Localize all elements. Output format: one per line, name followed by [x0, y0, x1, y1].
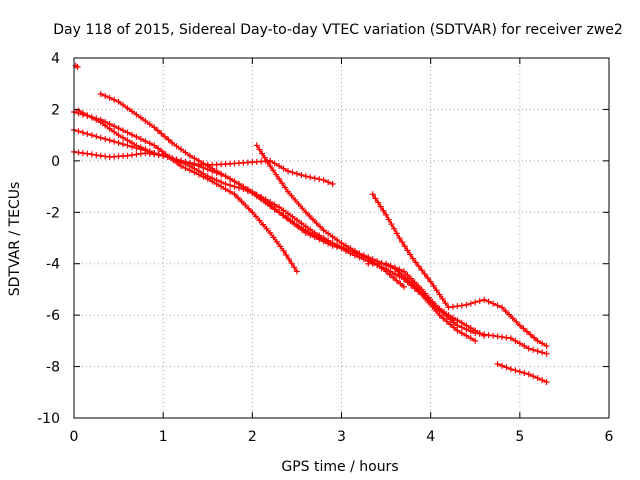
- y-axis-label: SDTVAR / TECUs: [7, 182, 23, 297]
- series-markers: [369, 191, 550, 349]
- y-tick-label: -8: [46, 360, 60, 376]
- series-track-3: [71, 127, 354, 254]
- series-markers: [72, 62, 81, 70]
- axis-ticks: 0 1 2 3 4 5 6 4 2 0 -2 -4 -6 -8 -10: [37, 51, 613, 445]
- series-track-1: [72, 62, 81, 70]
- x-axis-label: GPS time / hours: [281, 459, 398, 475]
- series-track-8: [369, 191, 550, 349]
- x-tick-label: 3: [337, 429, 346, 445]
- y-tick-label: -2: [46, 205, 60, 221]
- y-tick-label: 4: [51, 51, 60, 67]
- x-tick-label: 0: [70, 429, 79, 445]
- series-track-2: [71, 109, 300, 275]
- x-tick-label: 6: [605, 429, 614, 445]
- chart-title: Day 118 of 2015, Sidereal Day-to-day VTE…: [53, 22, 623, 38]
- x-tick-label: 4: [426, 429, 435, 445]
- grid: [74, 58, 609, 418]
- series-markers: [365, 260, 550, 357]
- y-tick-label: -4: [46, 257, 60, 273]
- series-line: [73, 111, 298, 273]
- plot-frame: [73, 57, 610, 419]
- series-track-10: [494, 361, 550, 385]
- series-track-6: [75, 107, 479, 344]
- series-markers: [71, 109, 300, 275]
- y-tick-label: -10: [37, 411, 60, 427]
- x-tick-label: 1: [159, 429, 168, 445]
- series-markers: [71, 127, 354, 254]
- series-markers: [75, 107, 479, 344]
- y-tick-label: 0: [51, 154, 60, 170]
- series-track-9: [365, 260, 550, 357]
- x-tick-label: 2: [248, 429, 257, 445]
- x-tick-label: 5: [515, 429, 524, 445]
- y-tick-label: -6: [46, 308, 60, 324]
- data-series: [71, 62, 550, 385]
- y-tick-label: 2: [51, 102, 60, 118]
- series-markers: [494, 361, 550, 385]
